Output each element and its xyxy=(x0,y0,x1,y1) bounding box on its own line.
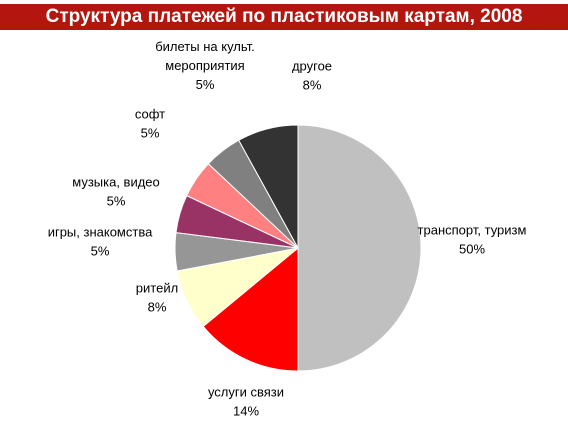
slice-value-label: 5% xyxy=(141,126,160,141)
pie-slice xyxy=(238,124,299,249)
slice-category-label: транспорт, туризм xyxy=(418,223,527,238)
slice-category-label: музыка, видео xyxy=(72,175,160,190)
pie-slice xyxy=(202,246,299,372)
slice-category-label: билеты на культ. xyxy=(155,39,255,54)
slice-category-label: услуги связи xyxy=(208,385,284,400)
slice-value-label: 14% xyxy=(233,404,259,419)
pie-slice xyxy=(297,124,422,372)
slice-value-label: 5% xyxy=(107,194,126,209)
slice-category-label: мероприятия xyxy=(165,58,244,73)
slice-value-label: 8% xyxy=(148,300,167,315)
slice-value-label: 5% xyxy=(91,244,110,259)
slice-value-label: 5% xyxy=(196,77,215,92)
pie-labels: транспорт, туризм 50% услуги связи 14% ритей… xyxy=(48,39,527,419)
slice-value-label: 50% xyxy=(459,242,485,257)
slice-category-label: игры, знакомства xyxy=(48,225,153,240)
pie-slices xyxy=(174,124,422,372)
title-bar: Структура платежей по пластиковым картам… xyxy=(0,4,568,30)
slice-value-label: 8% xyxy=(303,78,322,93)
slice-category-label: софт xyxy=(135,107,165,122)
slice-category-label: ритейл xyxy=(136,281,178,296)
slice-category-label: другое xyxy=(292,59,332,74)
chart-title: Структура платежей по пластиковым картам… xyxy=(45,6,523,27)
